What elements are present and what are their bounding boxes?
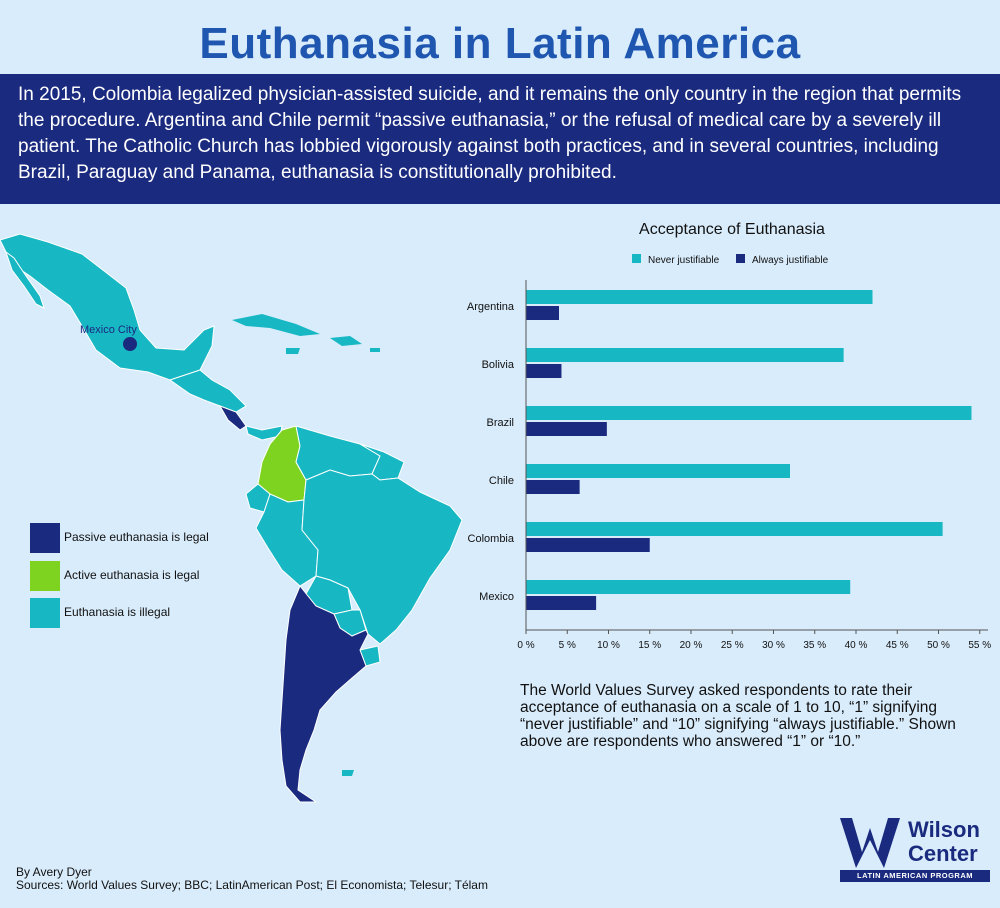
author-credit: By Avery Dyer (16, 865, 92, 879)
x-tick-label: 45 % (886, 640, 909, 651)
category-label: Colombia (468, 533, 515, 545)
bar-colombia-0 (526, 522, 943, 536)
bar-bolivia-1 (526, 364, 562, 378)
intro-text: In 2015, Colombia legalized physician-as… (0, 74, 1000, 204)
legend-swatch-1 (736, 254, 745, 263)
map-region-falklands (342, 770, 354, 776)
logo-line2: Center (908, 841, 978, 866)
sources-credit: Sources: World Values Survey; BBC; Latin… (16, 878, 488, 892)
x-tick-label: 10 % (597, 640, 620, 651)
bar-colombia-1 (526, 538, 650, 552)
map-region-ecuador (245, 483, 271, 513)
x-tick-label: 35 % (803, 640, 826, 651)
map-region-cuba (232, 314, 320, 336)
chart-x-axis: 0 % 5 % 10 % 15 % 20 % 25 % 30 % 35 % 40 % 45 % 50… (517, 280, 991, 651)
map-region-central-america (168, 369, 247, 413)
category-label: Bolivia (482, 359, 515, 371)
x-tick-label: 50 % (927, 640, 950, 651)
map-legend-item-active: Active euthanasia is legal (30, 561, 270, 591)
map-legend-label-illegal: Euthanasia is illegal (64, 605, 171, 619)
x-tick-label: 55 % (968, 640, 991, 651)
bar-brazil-0 (526, 406, 972, 420)
bar-mexico-1 (526, 596, 597, 610)
chart-legend: Never justifiable Always justifiable (632, 254, 829, 266)
legend-swatch-0 (632, 254, 641, 263)
category-label: Argentina (467, 301, 515, 313)
latin-america-map: Mexico City (0, 233, 463, 803)
map-region-argentina-chile (279, 585, 369, 803)
page-title: Euthanasia in Latin America (199, 19, 801, 68)
logo-line1: Wilson (908, 817, 980, 842)
map-legend-label-passive: Passive euthanasia is legal (64, 530, 209, 544)
map-region-hispaniola (330, 336, 362, 346)
chart-bars: Argentina Bolivia Brazil Chile Colombia Mexic… (467, 290, 972, 610)
bar-chile-0 (526, 464, 790, 478)
survey-note: The World Values Survey asked respondent… (520, 682, 956, 750)
credits: By Avery Dyer Sources: World Values Surv… (16, 866, 616, 892)
map-legend-item-passive: Passive euthanasia is legal (30, 523, 270, 553)
map-region-costa-rica-panama (218, 405, 247, 431)
x-tick-label: 25 % (721, 640, 744, 651)
map-legend-swatch-active (30, 561, 60, 591)
map-region-baja (5, 250, 45, 309)
x-tick-label: 0 % (517, 640, 534, 651)
map-region-puerto-rico (370, 348, 380, 352)
map-legend-item-illegal: Euthanasia is illegal (30, 598, 270, 628)
bar-mexico-0 (526, 580, 851, 594)
mexico-city-label: Mexico City (80, 324, 137, 336)
bar-argentina-1 (526, 306, 559, 320)
map-region-mexico (0, 233, 215, 381)
wilson-center-logo: Wilson Center LATIN AMERICAN PROGRAM (840, 818, 990, 882)
legend-label-1: Always justifiable (752, 255, 829, 266)
acceptance-bar-chart: Acceptance of Euthanasia Never justifiab… (467, 221, 991, 651)
map-legend-swatch-illegal (30, 598, 60, 628)
map-legend-label-active: Active euthanasia is legal (64, 568, 200, 582)
x-tick-label: 15 % (638, 640, 661, 651)
logo-text: Wilson Center (908, 818, 980, 866)
bar-argentina-0 (526, 290, 873, 304)
x-tick-label: 20 % (680, 640, 703, 651)
logo-program-bar: LATIN AMERICAN PROGRAM (840, 870, 990, 882)
bar-brazil-1 (526, 422, 607, 436)
bar-chile-1 (526, 480, 580, 494)
chart-title: Acceptance of Euthanasia (639, 221, 825, 238)
category-label: Chile (489, 475, 514, 487)
legend-label-0: Never justifiable (648, 255, 720, 266)
mexico-city-marker (123, 337, 137, 351)
wilson-w-icon (840, 818, 900, 868)
x-tick-label: 40 % (845, 640, 868, 651)
map-region-jamaica (286, 348, 300, 354)
x-tick-label: 5 % (559, 640, 576, 651)
bar-bolivia-0 (526, 348, 844, 362)
category-label: Mexico (479, 591, 514, 603)
map-legend-swatch-passive (30, 523, 60, 553)
x-tick-label: 30 % (762, 640, 785, 651)
category-label: Brazil (486, 417, 514, 429)
